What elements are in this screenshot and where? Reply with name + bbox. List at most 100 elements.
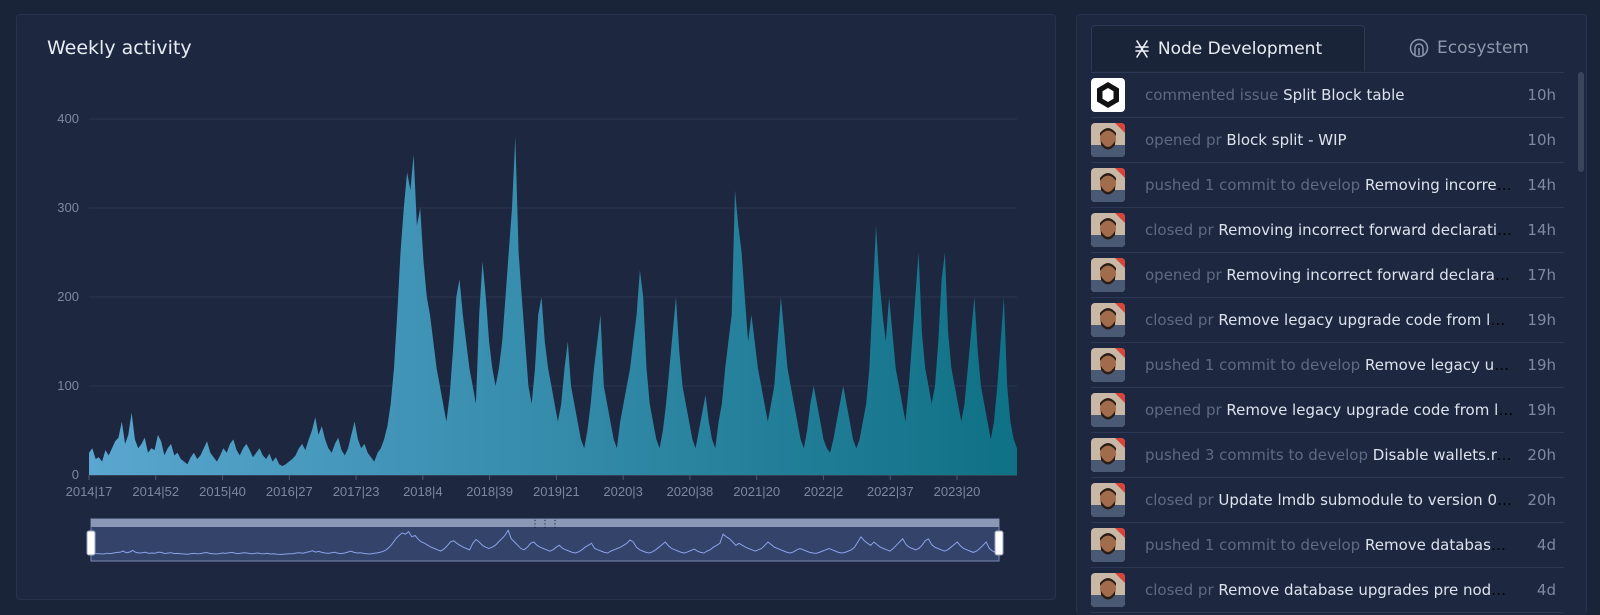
drag-grip-icon: ⋮⋮⋮: [530, 519, 560, 530]
avatar: [1091, 438, 1125, 472]
feed-item-text: pushed 1 commit to develop Remove databa…: [1145, 536, 1515, 554]
feed-scrollbar-thumb[interactable]: [1578, 72, 1584, 172]
feed-item-text: commented issue Split Block table: [1145, 86, 1515, 104]
x-tick-label: 2022|2: [804, 484, 844, 499]
y-tick-label: 200: [57, 289, 79, 304]
y-tick-label: 100: [57, 378, 79, 393]
feed-item-time: 10h: [1527, 131, 1556, 149]
range-slider-drag-bar[interactable]: [91, 519, 999, 527]
x-tick-label: 2018|4: [403, 484, 443, 499]
feed-item[interactable]: pushed 1 commit to develop Removing inco…: [1091, 163, 1564, 208]
activity-feed-list: commented issue Split Block table 10h open…: [1091, 72, 1564, 613]
feed-item-title[interactable]: Update lmdb submodule to version 0.9.31: [1218, 491, 1515, 509]
feed-item-action: pushed 1 commit to develop: [1145, 356, 1361, 374]
avatar: [1091, 348, 1125, 382]
feed-item-title[interactable]: Removing incorrect forward declaration o…: [1226, 266, 1515, 284]
repo-logo-avatar: [1091, 78, 1125, 112]
feed-item-time: 19h: [1527, 356, 1556, 374]
x-tick-label: 2023|20: [934, 484, 981, 499]
feed-item[interactable]: pushed 1 commit to develop Remove legacy…: [1091, 343, 1564, 388]
tab-node-development-label: Node Development: [1157, 38, 1323, 59]
feed-item-title[interactable]: Remove legacy upgrade code: [1364, 356, 1515, 374]
avatar: [1091, 483, 1125, 517]
feed-item-title[interactable]: Disable wallets.reload test: [1372, 446, 1515, 464]
weekly-activity-chart[interactable]: 0 100 200 300 400 2014|17 2014|52 2015|40 2016|2…: [17, 15, 1057, 601]
feed-item-title[interactable]: Remove database upgrades: [1364, 536, 1515, 554]
feed-item-action: commented issue: [1145, 86, 1279, 104]
nano-icon: [1134, 39, 1150, 58]
feed-tabs: Node Development Ecosystem: [1091, 25, 1573, 71]
feed-item-text: closed pr Remove legacy upgrade code fro…: [1145, 311, 1515, 329]
feed-item[interactable]: pushed 1 commit to develop Remove databa…: [1091, 523, 1564, 568]
feed-item-text: closed pr Remove database upgrades pre n…: [1145, 581, 1515, 599]
feed-item-title[interactable]: Split Block table: [1283, 86, 1405, 104]
x-tick-label: 2020|3: [603, 484, 643, 499]
feed-item-time: 14h: [1527, 221, 1556, 239]
feed-scrollbar[interactable]: [1577, 72, 1585, 615]
activity-feed-panel: Node Development Ecosystem commented iss…: [1076, 14, 1587, 615]
avatar: [1091, 303, 1125, 337]
feed-item-title[interactable]: Removing incorrect forward declaration o…: [1218, 221, 1515, 239]
range-handle-right[interactable]: [994, 530, 1004, 556]
x-tick-label: 2021|20: [733, 484, 780, 499]
feed-item-title[interactable]: Remove legacy upgrade code from lmdb sto…: [1226, 401, 1515, 419]
feed-item-text: pushed 3 commits to develop Disable wall…: [1145, 446, 1515, 464]
feed-item-time: 17h: [1527, 266, 1556, 284]
feed-item-title[interactable]: Remove database upgrades pre node V24: [1218, 581, 1515, 599]
feed-item-action: opened pr: [1145, 131, 1222, 149]
x-tick-label: 2015|40: [199, 484, 246, 499]
weekly-activity-panel: Weekly activity 0 100 200 300 400 2014|17 2014…: [16, 14, 1056, 600]
y-tick-label: 300: [57, 200, 79, 215]
x-tick-label: 2014|17: [66, 484, 113, 499]
feed-item-title[interactable]: Block split - WIP: [1226, 131, 1347, 149]
x-tick-label: 2014|52: [132, 484, 179, 499]
feed-item[interactable]: commented issue Split Block table 10h: [1091, 73, 1564, 118]
feed-item-time: 20h: [1527, 446, 1556, 464]
feed-item[interactable]: pushed 3 commits to develop Disable wall…: [1091, 433, 1564, 478]
feed-item-action: pushed 1 commit to develop: [1145, 176, 1361, 194]
feed-item-time: 4d: [1536, 581, 1556, 599]
y-tick-label: 0: [72, 467, 79, 482]
range-handle-left[interactable]: [86, 530, 96, 556]
avatar: [1091, 213, 1125, 247]
feed-item-time: 10h: [1527, 86, 1556, 104]
feed-item[interactable]: closed pr Removing incorrect forward dec…: [1091, 208, 1564, 253]
avatar: [1091, 393, 1125, 427]
feed-item-action: closed pr: [1145, 311, 1214, 329]
feed-item-text: opened pr Removing incorrect forward dec…: [1145, 266, 1515, 284]
feed-item-action: closed pr: [1145, 491, 1214, 509]
feed-item[interactable]: closed pr Remove legacy upgrade code fro…: [1091, 298, 1564, 343]
feed-item[interactable]: opened pr Removing incorrect forward dec…: [1091, 253, 1564, 298]
feed-item[interactable]: closed pr Remove database upgrades pre n…: [1091, 568, 1564, 613]
avatar: [1091, 168, 1125, 202]
y-tick-label: 400: [57, 111, 79, 126]
feed-item[interactable]: closed pr Update lmdb submodule to versi…: [1091, 478, 1564, 523]
avatar: [1091, 573, 1125, 607]
tab-ecosystem-label: Ecosystem: [1437, 38, 1529, 58]
feed-item-text: opened pr Block split - WIP: [1145, 131, 1515, 149]
overview-line: [90, 529, 1000, 555]
ecosystem-icon: [1409, 38, 1429, 58]
feed-item[interactable]: opened pr Block split - WIP 10h: [1091, 118, 1564, 163]
activity-area-series: [89, 136, 1017, 476]
feed-item-text: pushed 1 commit to develop Removing inco…: [1145, 176, 1515, 194]
avatar: [1091, 258, 1125, 292]
tab-node-development[interactable]: Node Development: [1091, 25, 1365, 71]
feed-item-time: 14h: [1527, 176, 1556, 194]
x-tick-label: 2017|23: [333, 484, 380, 499]
feed-item-time: 4d: [1536, 536, 1556, 554]
feed-item-title[interactable]: Removing incorrect forward declaration: [1364, 176, 1515, 194]
feed-item-action: closed pr: [1145, 581, 1214, 599]
feed-item-text: closed pr Update lmdb submodule to versi…: [1145, 491, 1515, 509]
feed-item-action: opened pr: [1145, 401, 1222, 419]
feed-item-title[interactable]: Remove legacy upgrade code from lmdb sto…: [1218, 311, 1515, 329]
x-tick-label: 2018|39: [466, 484, 513, 499]
tab-ecosystem[interactable]: Ecosystem: [1365, 25, 1573, 71]
feed-item-time: 19h: [1527, 401, 1556, 419]
feed-item[interactable]: opened pr Remove legacy upgrade code fro…: [1091, 388, 1564, 433]
avatar: [1091, 123, 1125, 157]
feed-item-action: closed pr: [1145, 221, 1214, 239]
x-tick-label: 2016|27: [266, 484, 313, 499]
avatar: [1091, 528, 1125, 562]
feed-item-time: 20h: [1527, 491, 1556, 509]
